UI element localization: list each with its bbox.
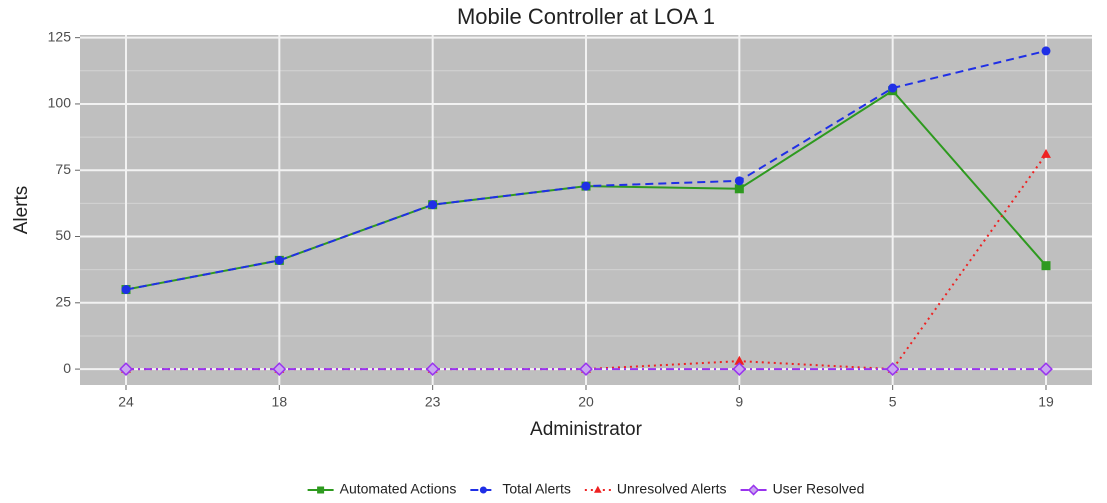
legend-label: Automated Actions [340,481,457,497]
point [734,184,744,194]
point [734,355,745,365]
x-tick-label: 19 [1038,394,1054,410]
point [317,486,325,494]
point [593,485,602,493]
y-tick-label: 100 [48,95,72,111]
y-tick-label: 50 [55,227,71,243]
point [1039,362,1053,377]
chart-title: Mobile Controller at LOA 1 [457,4,715,29]
point [274,255,284,265]
y-axis-label: Alerts [11,186,32,235]
point [1041,261,1051,271]
point [734,176,744,186]
legend-label: Unresolved Alerts [617,481,727,497]
x-axis-label: Administrator [530,419,643,440]
point [479,486,487,494]
point [747,484,760,496]
legend-label: Total Alerts [502,481,570,497]
legend-label: User Resolved [773,481,865,497]
point [119,362,133,377]
point [1041,46,1051,56]
point [121,285,131,295]
point [732,362,747,377]
point [581,181,591,191]
y-tick-label: 0 [63,360,71,376]
point [1041,148,1051,158]
y-tick-label: 25 [55,294,71,310]
x-tick-label: 5 [889,394,897,410]
point [888,83,898,93]
point [425,362,440,377]
y-tick-label: 75 [55,161,71,177]
x-tick-label: 24 [118,394,134,410]
point [579,362,593,377]
x-tick-label: 18 [272,394,288,410]
x-tick-label: 20 [578,394,594,410]
x-tick-label: 9 [735,394,743,410]
x-tick-label: 23 [425,394,441,410]
y-tick-label: 125 [48,28,72,44]
point [428,200,438,210]
point [885,362,900,377]
legend: Automated Actions Total Alerts Unresolved … [307,481,865,497]
point [272,362,287,377]
